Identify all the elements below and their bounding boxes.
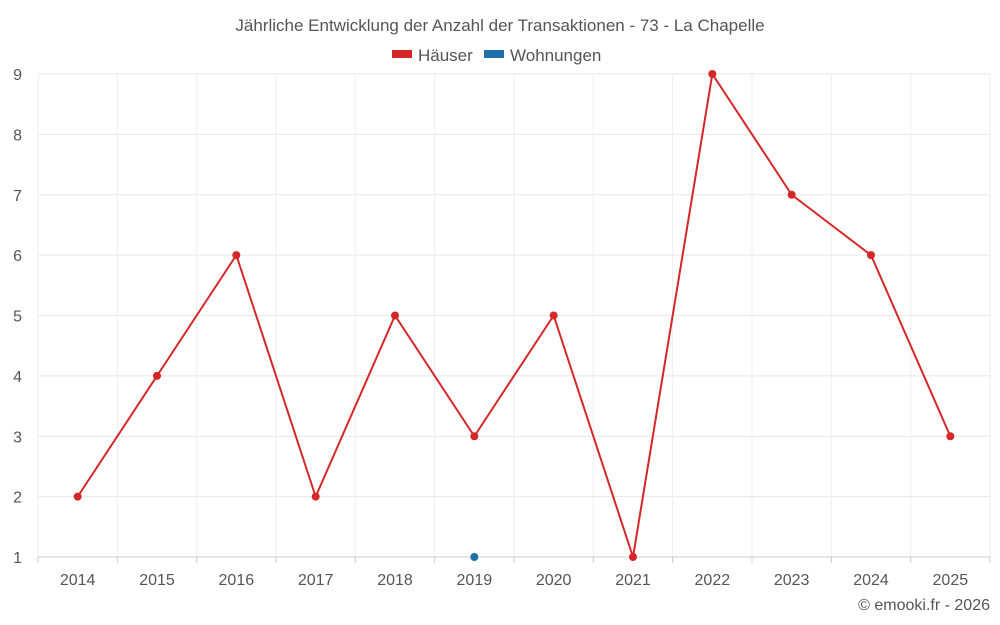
y-tick-label: 7 xyxy=(13,188,22,205)
grid xyxy=(37,73,991,558)
y-tick-label: 8 xyxy=(13,127,22,144)
data-point-haeuser-2018[interactable] xyxy=(391,311,399,320)
x-tick-label: 2017 xyxy=(298,572,334,589)
x-tick-label: 2021 xyxy=(615,572,651,589)
y-tick-label: 5 xyxy=(13,309,22,326)
y-tick-label: 2 xyxy=(13,490,22,507)
data-point-haeuser-2015[interactable] xyxy=(153,371,161,380)
data-point-haeuser-2020[interactable] xyxy=(549,311,558,320)
data-point-haeuser-2023[interactable] xyxy=(787,190,796,199)
chart-title: Jährliche Entwicklung der Anzahl der Tra… xyxy=(235,16,764,35)
y-axis-ticks: 1 2 3 4 5 6 7 8 9 xyxy=(13,67,22,567)
x-tick-label: 2018 xyxy=(377,572,413,589)
legend-label-haeuser[interactable]: Häuser xyxy=(418,46,473,65)
x-tick-label: 2023 xyxy=(774,572,810,589)
legend-label-wohnungen[interactable]: Wohnungen xyxy=(510,46,601,65)
y-tick-label: 1 xyxy=(13,550,22,567)
x-axis-ticks: 2014 2015 2016 2017 2018 2019 2020 2021 2022 2023… xyxy=(37,557,991,589)
series-layer xyxy=(73,70,955,561)
data-point-haeuser-2025[interactable] xyxy=(946,432,955,441)
legend-swatch-haeuser[interactable] xyxy=(392,50,412,58)
data-point-haeuser-2021[interactable] xyxy=(629,553,637,561)
x-tick-label: 2014 xyxy=(60,572,96,589)
x-tick-label: 2022 xyxy=(695,572,731,589)
credit: © emooki.fr - 2026 xyxy=(858,597,990,614)
x-tick-label: 2020 xyxy=(536,572,572,589)
data-point-haeuser-2024[interactable] xyxy=(867,251,875,260)
x-tick-label: 2015 xyxy=(139,572,175,589)
x-tick-label: 2016 xyxy=(219,572,255,589)
x-tick-label: 2024 xyxy=(853,572,889,589)
data-point-wohnungen-2019[interactable] xyxy=(470,553,479,561)
y-tick-label: 3 xyxy=(13,429,22,446)
x-tick-label: 2019 xyxy=(457,572,493,589)
data-point-haeuser-2017[interactable] xyxy=(311,492,320,501)
x-tick-label: 2025 xyxy=(933,572,969,589)
series-line-haeuser xyxy=(76,73,952,558)
data-point-haeuser-2014[interactable] xyxy=(73,492,82,501)
y-tick-label: 9 xyxy=(13,67,22,84)
y-tick-label: 6 xyxy=(13,248,22,265)
data-point-haeuser-2019[interactable] xyxy=(470,432,479,441)
data-point-haeuser-2022[interactable] xyxy=(708,70,717,78)
legend: Häuser Wohnungen xyxy=(392,46,601,65)
legend-swatch-wohnungen[interactable] xyxy=(484,50,504,58)
data-point-haeuser-2016[interactable] xyxy=(232,251,241,260)
y-tick-label: 4 xyxy=(13,369,22,386)
